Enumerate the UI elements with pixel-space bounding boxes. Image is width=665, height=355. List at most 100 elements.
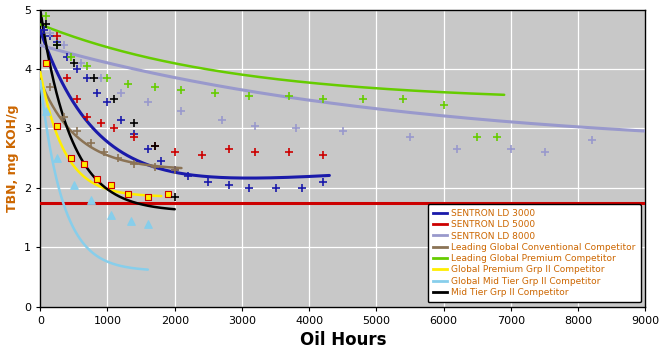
Point [223,147,234,152]
Point [176,108,187,114]
Point [45,31,56,36]
Point [170,167,180,173]
Point [505,147,516,152]
Point [102,75,113,81]
Point [72,129,82,134]
Point [109,96,120,102]
Point [250,149,261,155]
Point [85,197,96,203]
Point [250,123,261,129]
Point [203,179,213,185]
Point [492,135,503,140]
Point [75,60,86,66]
Point [405,135,416,140]
Point [109,126,120,131]
Point [297,185,308,191]
Point [156,158,167,164]
Y-axis label: TBN, mg KOH/g: TBN, mg KOH/g [5,104,19,212]
Point [149,143,160,149]
Point [52,42,63,48]
Point [284,149,295,155]
Point [539,149,550,155]
Point [183,173,194,179]
Point [106,212,116,218]
Point [112,155,123,161]
Point [149,84,160,90]
Point [65,155,76,161]
Point [72,96,82,102]
Point [129,161,140,167]
Point [129,120,140,125]
Point [223,182,234,188]
Point [82,63,92,69]
Point [358,96,368,102]
Point [317,152,328,158]
Point [72,66,82,72]
Point [59,114,69,119]
Point [338,129,348,134]
Point [52,39,63,45]
Point [52,42,63,48]
Point [62,54,72,60]
Point [176,87,187,93]
Point [96,120,106,125]
Point [102,99,113,105]
Point [291,126,301,131]
Point [142,194,153,200]
Point [68,60,79,66]
Point [170,149,180,155]
Point [41,13,51,18]
Point [142,147,153,152]
Point [92,90,102,95]
Point [45,33,56,39]
Point [149,143,160,149]
Point [587,137,597,143]
Point [116,90,126,95]
Point [452,147,462,152]
Legend: SENTRON LD 3000, SENTRON LD 5000, SENTRON LD 8000, Leading Global Conventional C: SENTRON LD 3000, SENTRON LD 5000, SENTRO… [428,204,641,302]
Point [106,182,116,188]
Point [129,135,140,140]
Point [243,93,254,99]
Point [438,102,449,108]
Point [52,123,63,129]
Point [284,93,295,99]
Point [41,22,51,27]
Point [85,141,96,146]
Point [142,221,153,226]
Point [62,75,72,81]
Point [270,185,281,191]
Point [170,167,180,173]
Point [243,185,254,191]
Point [96,75,106,81]
Point [65,54,76,60]
Point [68,182,79,188]
Point [82,114,92,119]
Point [88,75,99,81]
Point [472,135,483,140]
Point [142,99,153,105]
Point [196,152,207,158]
Point [149,164,160,170]
Point [39,28,49,33]
Point [41,60,51,66]
Point [52,33,63,39]
Point [129,132,140,137]
Point [116,117,126,122]
X-axis label: Oil Hours: Oil Hours [299,332,386,349]
Point [122,191,133,197]
Point [45,84,56,90]
Point [41,108,51,114]
Point [59,42,69,48]
Point [317,96,328,102]
Point [317,179,328,185]
Point [126,218,136,224]
Point [92,176,102,182]
Point [398,96,409,102]
Point [78,161,89,167]
Point [217,117,227,122]
Point [52,155,63,161]
Point [99,149,110,155]
Point [122,81,133,87]
Point [163,191,174,197]
